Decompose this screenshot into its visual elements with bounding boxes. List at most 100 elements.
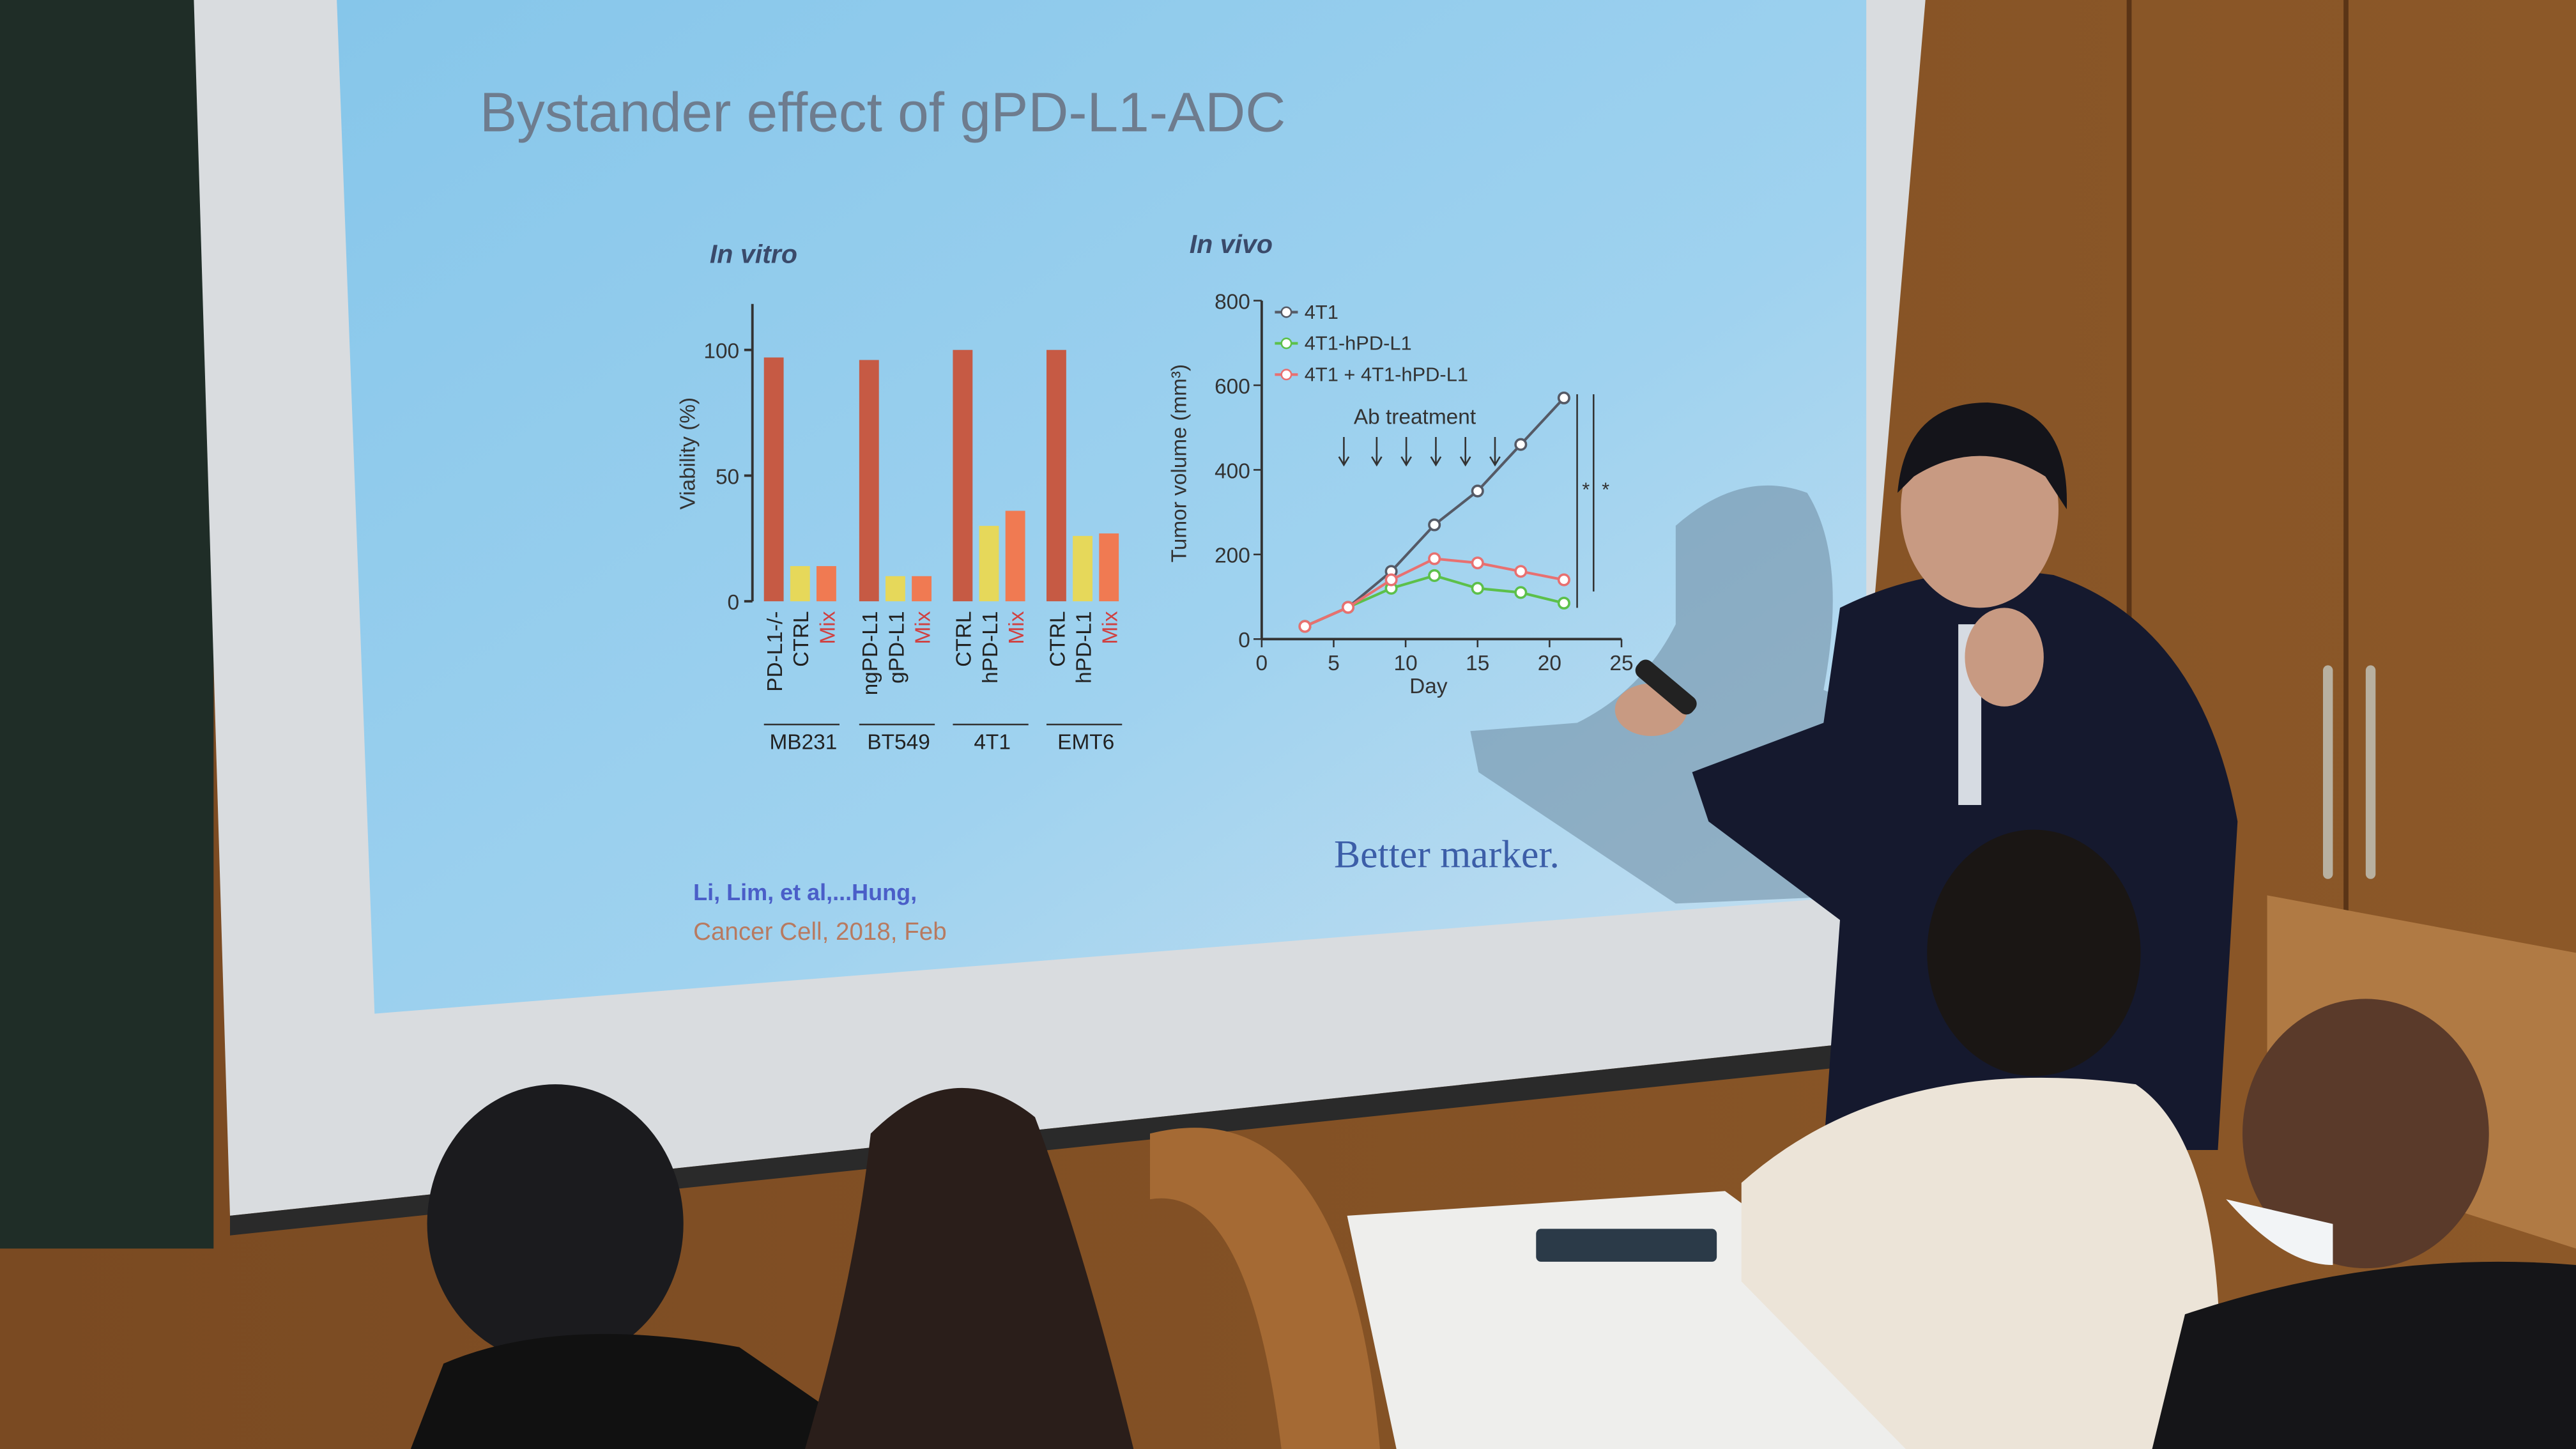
citation-authors: Li, Lim, et al,...Hung, [693, 879, 917, 905]
bar [859, 360, 879, 602]
y-tick-label: 0 [728, 591, 740, 615]
y-tick-label: 50 [716, 465, 739, 489]
pointer [1635, 659, 1697, 715]
legend-swatch [1280, 337, 1292, 349]
chart-label: In vitro [710, 239, 797, 268]
bar [763, 357, 784, 602]
audience-head [2242, 999, 2489, 1269]
treatment-arrow [1400, 437, 1412, 467]
series-point [1557, 391, 1570, 404]
presenter-hair [1897, 402, 2067, 510]
treatment-arrow [1489, 437, 1501, 467]
bar-label: Mix [911, 611, 935, 644]
series-point [1557, 573, 1570, 586]
handle [2323, 665, 2333, 879]
legend-label: 4T1-hPD-L1 [1305, 332, 1412, 355]
series-point [1471, 581, 1484, 595]
bar [790, 566, 810, 602]
bar-label: Mix [1099, 611, 1123, 644]
y-axis-label: Viability (%) [677, 397, 700, 510]
bar-label: hPD-L1 [1072, 611, 1096, 684]
y-tick-label: 800 [1215, 290, 1250, 314]
series-point [1514, 438, 1528, 451]
treatment-arrow [1430, 437, 1442, 467]
x-tick-label: 10 [1394, 652, 1418, 675]
bar [912, 576, 931, 602]
chalkboard [0, 0, 214, 1249]
y-tick-label: 100 [703, 340, 739, 364]
bar [885, 576, 905, 602]
citation-source: Cancer Cell, 2018, Feb [693, 918, 947, 946]
y-tick-label: 400 [1215, 459, 1250, 483]
series-point [1514, 565, 1528, 578]
desk-top [1347, 1191, 2005, 1449]
bar-label: Mix [816, 611, 839, 644]
presenter-hand [1965, 608, 2044, 707]
series-point [1471, 556, 1484, 570]
handle [2365, 665, 2376, 879]
x-axis-label: Day [1409, 675, 1448, 698]
x-tick-label: 15 [1466, 652, 1489, 675]
group-label: BT549 [867, 731, 930, 755]
audience-hair [805, 1087, 1134, 1449]
audience-body [2152, 1261, 2576, 1449]
series-point [1341, 601, 1355, 614]
series-point [1428, 569, 1441, 582]
group-label: MB231 [769, 731, 837, 755]
bar [1046, 349, 1066, 602]
y-axis-label: Tumor volume (mm³) [1168, 364, 1192, 563]
legend-swatch [1280, 369, 1292, 381]
y-tick-label: 0 [1238, 629, 1250, 652]
y-tick-label: 200 [1215, 544, 1250, 568]
series-point [1298, 620, 1312, 633]
treatment-arrow [1459, 437, 1471, 467]
phone [1536, 1229, 1717, 1262]
series-point [1384, 573, 1398, 586]
x-tick-label: 20 [1538, 652, 1561, 675]
desk-edge [1150, 1128, 1380, 1449]
audience-body [410, 1334, 887, 1449]
bar-label: CTRL [953, 611, 976, 667]
audience-head [427, 1084, 684, 1364]
significance-mark: * [1582, 479, 1590, 501]
legend-swatch [1280, 306, 1292, 318]
slide-title: Bystander effect of gPD-L1-ADC [480, 81, 1286, 144]
bar-label: Mix [1005, 611, 1029, 644]
bar [1099, 533, 1119, 602]
bar [1073, 535, 1092, 602]
legend-label: 4T1 [1305, 301, 1338, 323]
bar-label: CTRL [1046, 611, 1070, 667]
treatment-arrow [1338, 437, 1350, 467]
series-point [1514, 586, 1528, 599]
face-mask [2226, 1199, 2333, 1265]
significance-mark: * [1602, 479, 1609, 501]
annotation: Ab treatment [1354, 405, 1476, 429]
slide-annotation: Better marker. [1334, 833, 1560, 877]
x-tick-label: 0 [1256, 652, 1268, 675]
in-vivo-chart: In vivo 0 200 400 600 800 0 5 10 15 20 25 Day Tumor v… [1168, 229, 1634, 698]
x-tick-label: 25 [1609, 652, 1633, 675]
bar-label: hPD-L1 [979, 611, 1002, 684]
bar-label: ngPD-L1 [859, 611, 882, 696]
chart-label: In vivo [1190, 229, 1273, 259]
bar [816, 566, 836, 602]
bar-label: gPD-L1 [885, 611, 908, 684]
bar-label: PD-L1-/- [763, 611, 787, 692]
series-point [1471, 484, 1484, 498]
audience-head [1927, 829, 2141, 1077]
audience-body [1741, 1077, 2221, 1449]
treatment-arrow [1371, 437, 1383, 467]
bar-label: CTRL [790, 611, 813, 667]
bar [1005, 510, 1025, 602]
group-label: EMT6 [1057, 731, 1114, 755]
bar [979, 526, 999, 602]
series-point [1428, 552, 1441, 565]
bar [953, 349, 973, 602]
series-point [1428, 518, 1441, 532]
group-label: 4T1 [974, 731, 1011, 755]
legend-label: 4T1 + 4T1-hPD-L1 [1305, 364, 1468, 386]
series-point [1557, 596, 1570, 610]
